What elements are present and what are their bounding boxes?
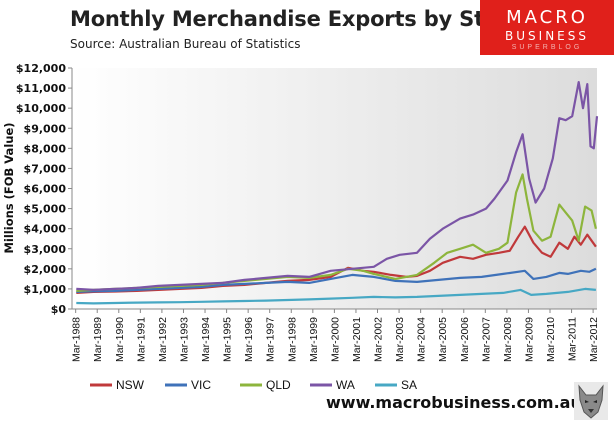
- x-tick-label: Mar-1996: [243, 317, 255, 362]
- logo-line-1: MACRO: [506, 7, 588, 28]
- chart-subtitle: Source: Australian Bureau of Statistics: [70, 37, 301, 51]
- x-tick-label: Mar-1993: [178, 317, 190, 362]
- x-axis: Mar-1988 Mar-1989 Mar-1990 Mar-1991 Mar-1992…: [71, 308, 600, 362]
- x-tick-label: Mar-1994: [200, 317, 212, 362]
- y-tick-label: $8,000: [24, 142, 67, 155]
- logo-line-2: BUSINESS: [505, 29, 589, 43]
- y-tick-label: $10,000: [16, 102, 66, 115]
- y-tick-label: $5,000: [24, 203, 67, 216]
- y-tick-label: $4,000: [24, 223, 67, 236]
- legend-label-vic: VIC: [191, 378, 211, 392]
- y-axis-label: Millions (FOB Value): [2, 122, 16, 253]
- x-tick-label: Mar-2003: [394, 317, 406, 362]
- series-line-vic: [76, 267, 597, 293]
- x-tick-label: Mar-1990: [114, 317, 126, 362]
- y-axis: $0 $1,000 $2,000 $3,000 $4,000 $5,000 $6,000 $7…: [16, 62, 73, 316]
- x-tick-label: Mar-2010: [545, 317, 557, 362]
- y-tick-label: $11,000: [16, 82, 66, 95]
- y-tick-label: $1,000: [24, 283, 67, 296]
- series-line-sa: [76, 287, 597, 305]
- legend: NSW VIC QLD WA SA: [90, 378, 417, 392]
- x-tick-label: Mar-1989: [92, 317, 104, 362]
- y-tick-label: $7,000: [24, 162, 67, 175]
- x-tick-label: Mar-2004: [416, 317, 428, 362]
- x-tick-label: Mar-2011: [567, 317, 579, 361]
- chart-title: Monthly Merchandise Exports by State: [70, 7, 522, 31]
- x-tick-label: Mar-1998: [286, 317, 298, 362]
- x-tick-label: Mar-2000: [329, 317, 341, 362]
- x-tick-label: Mar-1999: [308, 317, 320, 362]
- x-tick-label: Mar-2012: [588, 317, 600, 362]
- wolf-head-icon: [574, 382, 608, 420]
- y-tick-label: $3,000: [24, 243, 67, 256]
- x-tick-label: Mar-1991: [135, 317, 147, 362]
- x-tick-label: Mar-2006: [459, 317, 471, 362]
- series-lines: [76, 81, 599, 305]
- x-tick-label: Mar-1997: [265, 317, 277, 362]
- y-tick-label: $9,000: [24, 122, 67, 135]
- y-tick-label: $12,000: [16, 62, 66, 75]
- x-tick-label: Mar-1995: [222, 317, 234, 362]
- x-tick-label: Mar-2005: [437, 317, 449, 362]
- legend-label-nsw: NSW: [116, 378, 145, 392]
- legend-label-sa: SA: [401, 378, 417, 392]
- y-tick-label: $2,000: [24, 263, 67, 276]
- x-tick-label: Mar-1992: [157, 317, 169, 362]
- x-tick-label: Mar-2008: [502, 317, 514, 362]
- x-tick-label: Mar-2001: [351, 317, 363, 362]
- series-line-wa: [76, 81, 599, 291]
- y-tick-label: $6,000: [24, 183, 67, 196]
- y-tick-label: $0: [51, 303, 67, 316]
- x-tick-label: Mar-2002: [373, 317, 385, 362]
- x-tick-label: Mar-1988: [71, 317, 83, 362]
- legend-label-qld: QLD: [266, 378, 291, 392]
- legend-label-wa: WA: [336, 378, 355, 392]
- x-tick-label: Mar-2007: [480, 317, 492, 362]
- plot-area: [72, 68, 597, 309]
- logo-line-3: SUPERBLOG: [511, 44, 583, 51]
- x-tick-label: Mar-2009: [523, 317, 535, 362]
- footer-url: www.macrobusiness.com.au: [326, 393, 582, 412]
- macro-business-logo: MACRO BUSINESS SUPERBLOG: [480, 0, 614, 55]
